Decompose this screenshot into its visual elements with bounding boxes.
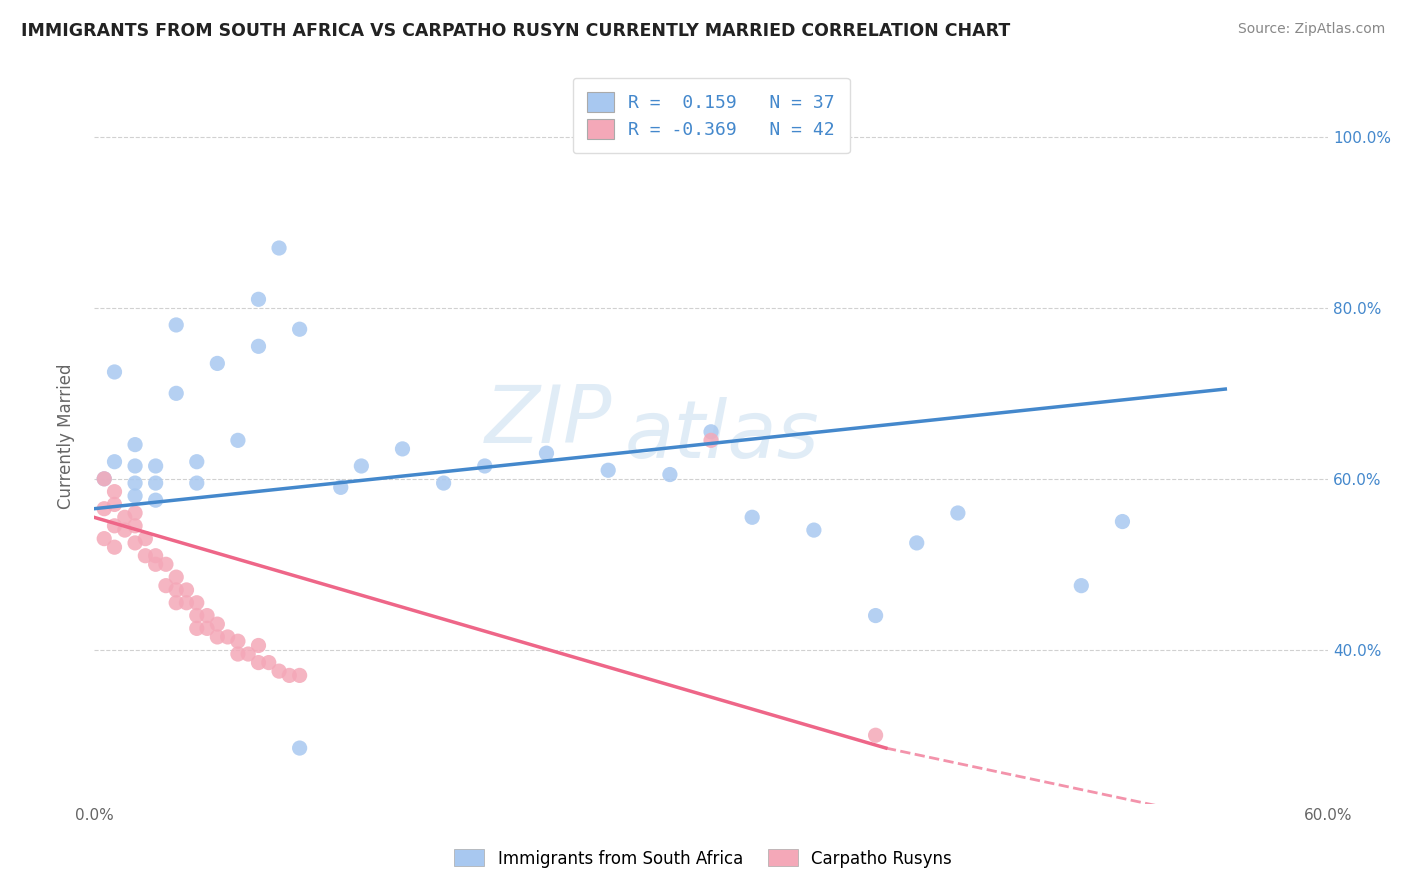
Point: [1070, 579, 1092, 593]
Point: [165, 318, 187, 332]
Point: [257, 656, 280, 670]
Point: [598, 463, 620, 477]
Point: [103, 518, 125, 533]
Point: [145, 493, 167, 508]
Point: [165, 596, 187, 610]
Point: [865, 728, 887, 742]
Point: [165, 582, 187, 597]
Point: [145, 476, 167, 491]
Point: [93, 472, 115, 486]
Point: [93, 472, 115, 486]
Point: [195, 621, 218, 635]
Point: [165, 386, 187, 401]
Point: [433, 476, 456, 491]
Point: [124, 437, 146, 451]
Point: [391, 442, 413, 456]
Point: [536, 446, 558, 460]
Point: [226, 434, 249, 448]
Point: [124, 476, 146, 491]
Point: [103, 498, 125, 512]
Text: Source: ZipAtlas.com: Source: ZipAtlas.com: [1237, 22, 1385, 37]
Point: [155, 579, 177, 593]
Point: [124, 458, 146, 473]
Point: [278, 668, 301, 682]
Point: [93, 532, 115, 546]
Point: [114, 523, 136, 537]
Point: [124, 506, 146, 520]
Point: [124, 536, 146, 550]
Point: [124, 518, 146, 533]
Point: [247, 293, 270, 307]
Point: [288, 668, 311, 682]
Point: [288, 322, 311, 336]
Point: [946, 506, 969, 520]
Point: [658, 467, 681, 482]
Point: [145, 458, 167, 473]
Point: [741, 510, 763, 524]
Point: [186, 455, 208, 469]
Point: [288, 741, 311, 756]
Point: [247, 639, 270, 653]
Point: [186, 608, 208, 623]
Point: [226, 647, 249, 661]
Point: [103, 455, 125, 469]
Text: ZIP: ZIP: [485, 383, 612, 460]
Point: [145, 549, 167, 563]
Point: [186, 596, 208, 610]
Point: [700, 425, 723, 439]
Point: [134, 549, 156, 563]
Legend: Immigrants from South Africa, Carpatho Rusyns: Immigrants from South Africa, Carpatho R…: [443, 838, 963, 880]
Text: IMMIGRANTS FROM SOUTH AFRICA VS CARPATHO RUSYN CURRENTLY MARRIED CORRELATION CHA: IMMIGRANTS FROM SOUTH AFRICA VS CARPATHO…: [21, 22, 1011, 40]
Point: [103, 484, 125, 499]
Point: [1111, 515, 1133, 529]
Text: atlas: atlas: [624, 397, 820, 475]
Point: [186, 476, 208, 491]
Y-axis label: Currently Married: Currently Married: [58, 363, 75, 508]
Point: [93, 501, 115, 516]
Point: [226, 634, 249, 648]
Point: [134, 532, 156, 546]
Point: [865, 608, 887, 623]
Point: [186, 621, 208, 635]
Point: [247, 339, 270, 353]
Point: [350, 458, 373, 473]
Point: [114, 510, 136, 524]
Point: [803, 523, 825, 537]
Point: [103, 365, 125, 379]
Point: [145, 558, 167, 572]
Point: [155, 558, 177, 572]
Point: [124, 489, 146, 503]
Point: [247, 656, 270, 670]
Point: [165, 570, 187, 584]
Point: [176, 582, 198, 597]
Point: [207, 356, 229, 370]
Point: [238, 647, 260, 661]
Point: [217, 630, 239, 644]
Point: [176, 596, 198, 610]
Point: [329, 480, 352, 494]
Legend: R =  0.159   N = 37, R = -0.369   N = 42: R = 0.159 N = 37, R = -0.369 N = 42: [572, 78, 849, 153]
Point: [267, 664, 290, 678]
Point: [207, 630, 229, 644]
Point: [474, 458, 496, 473]
Point: [267, 241, 290, 255]
Point: [905, 536, 928, 550]
Point: [207, 617, 229, 632]
Point: [700, 434, 723, 448]
Point: [103, 540, 125, 554]
Point: [195, 608, 218, 623]
